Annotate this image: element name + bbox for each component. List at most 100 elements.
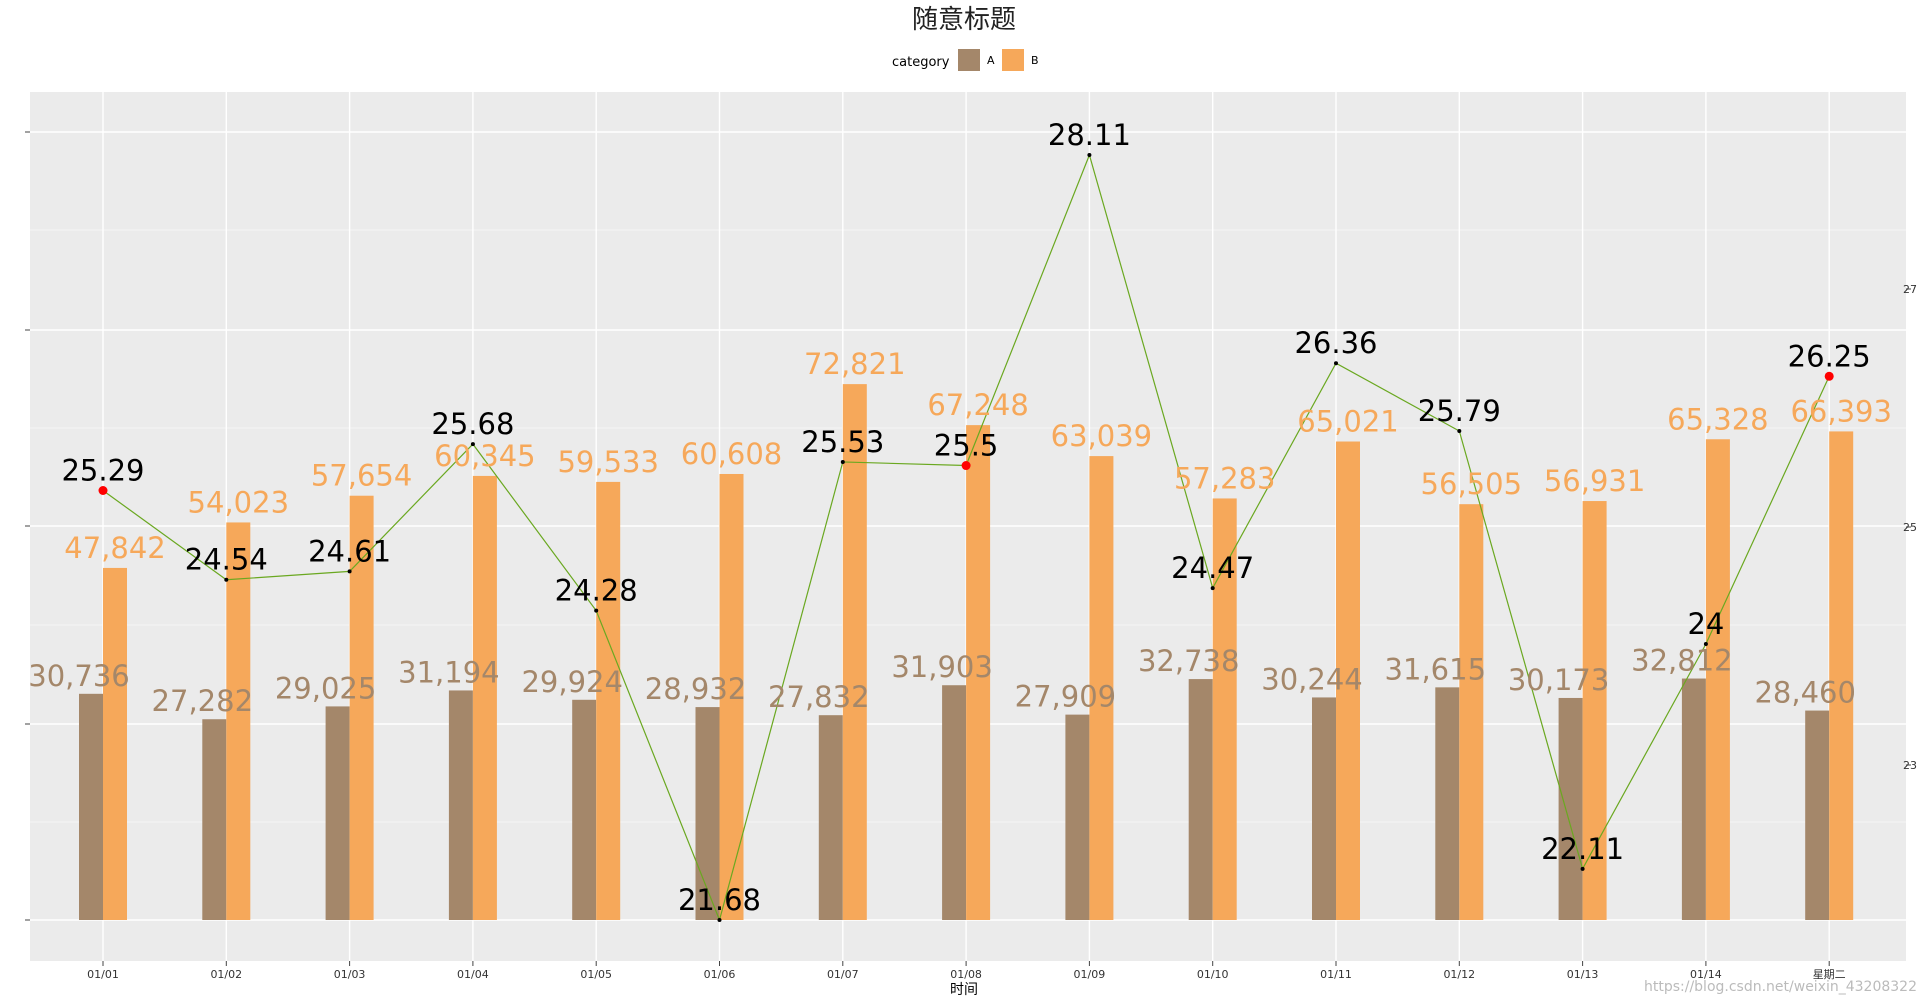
data-label-a: 28,460	[1754, 676, 1855, 710]
data-label-line: 25.53	[801, 425, 884, 459]
bar-a-01/09	[1065, 714, 1090, 920]
data-label-a: 30,173	[1508, 663, 1609, 697]
legend-label-a: A	[987, 54, 995, 67]
data-label-b: 60,345	[434, 439, 535, 473]
bar-a-星期二	[1805, 710, 1830, 920]
data-label-line: 25.29	[61, 454, 144, 488]
data-label-a: 30,244	[1261, 662, 1362, 696]
data-label-line: 26.36	[1294, 326, 1377, 360]
y2-tick-label: 25	[1903, 521, 1917, 534]
bar-a-01/03	[325, 706, 350, 920]
x-tick-label: 01/07	[827, 968, 859, 981]
data-label-a: 29,924	[521, 665, 622, 699]
x-tick-label: 01/08	[950, 968, 982, 981]
data-label-b: 57,283	[1174, 461, 1275, 495]
data-label-a: 28,932	[645, 672, 746, 706]
legend: category A B	[892, 49, 1039, 71]
highlight-point	[1824, 371, 1834, 381]
x-tick-label: 星期二	[1813, 968, 1846, 981]
data-label-line: 25.79	[1418, 394, 1501, 428]
x-tick-label: 01/13	[1567, 968, 1599, 981]
bar-a-01/07	[818, 715, 843, 920]
data-label-b: 60,608	[681, 437, 782, 471]
data-label-a: 32,738	[1138, 644, 1239, 678]
bar-b-01/09	[1089, 456, 1114, 920]
x-tick-label: 01/09	[1074, 968, 1106, 981]
x-tick-label: 01/06	[704, 968, 736, 981]
x-tick-label: 01/01	[87, 968, 119, 981]
line-point	[347, 569, 352, 574]
bar-b-01/08	[966, 425, 991, 920]
bar-b-01/05	[596, 481, 621, 920]
bar-b-01/13	[1582, 501, 1607, 920]
data-label-b: 56,505	[1421, 467, 1522, 501]
y2-tick-label: 23	[1903, 759, 1917, 772]
x-tick-label: 01/12	[1443, 968, 1475, 981]
bar-a-01/01	[79, 693, 103, 920]
bar-b-01/07	[842, 384, 867, 920]
bar-a-01/11	[1312, 697, 1336, 920]
data-label-b: 63,039	[1051, 419, 1152, 453]
line-point	[1457, 429, 1462, 434]
line-point	[1210, 586, 1215, 591]
data-label-b: 66,393	[1790, 394, 1891, 428]
legend-label-b: B	[1031, 54, 1039, 67]
x-tick-label: 01/05	[580, 968, 612, 981]
chart-title: 随意标题	[912, 5, 1016, 35]
data-label-line: 22.11	[1541, 832, 1624, 866]
data-label-b: 54,023	[188, 485, 289, 519]
data-label-a: 31,615	[1385, 652, 1486, 686]
data-label-a: 27,282	[152, 684, 253, 718]
highlight-point	[961, 461, 971, 471]
x-tick-label: 01/11	[1320, 968, 1352, 981]
data-label-b: 59,533	[557, 445, 658, 479]
data-label-a: 31,903	[891, 650, 992, 684]
data-label-a: 27,909	[1015, 680, 1116, 714]
axes: 01/01 01/02 01/03 01/04 01/05 01/06 01/07 01/08…	[25, 131, 1917, 981]
data-label-b: 47,842	[64, 531, 165, 565]
data-label-line: 28.11	[1048, 118, 1131, 152]
legend-swatch-a	[958, 49, 980, 71]
x-axis-title: 时间	[950, 982, 978, 998]
bar-a-01/02	[202, 719, 227, 920]
line-point	[1580, 866, 1585, 871]
line-point	[1334, 361, 1338, 366]
data-label-b: 67,248	[927, 388, 1028, 422]
data-label-b: 65,328	[1667, 402, 1768, 436]
bar-b-01/04	[472, 475, 497, 920]
bar-b-01/14	[1705, 439, 1730, 920]
line-point	[717, 918, 722, 922]
legend-title: category	[892, 55, 950, 70]
data-label-line: 21.68	[678, 883, 761, 917]
data-label-a: 30,736	[28, 659, 129, 693]
bar-a-01/05	[572, 699, 597, 920]
line-series	[98, 153, 1834, 922]
highlight-point	[98, 486, 108, 496]
x-tick-label: 01/10	[1197, 968, 1229, 981]
data-label-a: 32,812	[1631, 644, 1732, 678]
line-point	[224, 577, 229, 582]
data-label-a: 29,025	[275, 671, 376, 705]
line-point	[1703, 641, 1708, 646]
bar-a-01/12	[1435, 687, 1460, 920]
data-label-line: 24	[1687, 607, 1724, 641]
bar-b-01/01	[103, 567, 127, 920]
bar-a-01/10	[1188, 679, 1213, 920]
x-tick-label: 01/02	[210, 968, 242, 981]
bars	[79, 384, 1854, 920]
data-labels: 30,736 47,842 27,282 54,023 29,025 57,654 31,1…	[28, 118, 1892, 917]
bar-a-01/06	[695, 707, 720, 920]
data-label-line: 26.25	[1788, 339, 1871, 373]
watermark: https://blog.csdn.net/weixin_43208322	[1644, 979, 1917, 995]
data-label-b: 65,021	[1297, 405, 1398, 439]
legend-swatch-b	[1002, 49, 1024, 71]
x-tick-label: 01/03	[334, 968, 366, 981]
line-point	[470, 442, 475, 447]
data-label-line: 24.54	[185, 543, 268, 577]
data-label-b: 57,654	[311, 459, 412, 493]
bar-a-01/14	[1681, 678, 1706, 920]
x-tick-label: 01/04	[457, 968, 489, 981]
bar-a-01/04	[448, 690, 473, 920]
data-label-line: 25.68	[431, 407, 514, 441]
